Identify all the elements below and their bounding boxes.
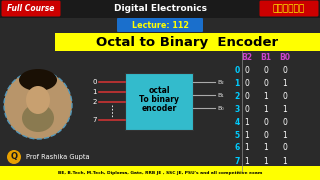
Text: 7: 7 [92, 117, 97, 123]
Text: Lecture: 112: Lecture: 112 [132, 21, 188, 30]
Text: 0: 0 [234, 66, 240, 75]
Text: 0: 0 [283, 91, 287, 100]
Text: B₀: B₀ [217, 105, 224, 111]
Text: Q: Q [11, 152, 18, 161]
Text: 1: 1 [264, 105, 268, 114]
Ellipse shape [19, 69, 57, 91]
FancyBboxPatch shape [2, 1, 60, 17]
Text: 1: 1 [92, 89, 97, 95]
FancyBboxPatch shape [260, 1, 318, 17]
Ellipse shape [22, 104, 54, 132]
Text: 1: 1 [283, 105, 287, 114]
Text: 1: 1 [283, 78, 287, 87]
Text: 2: 2 [92, 99, 97, 105]
Text: 0: 0 [92, 79, 97, 85]
Text: Octal to Binary  Encoder: Octal to Binary Encoder [96, 36, 278, 49]
Text: 1: 1 [283, 130, 287, 140]
Text: 0: 0 [283, 118, 287, 127]
FancyBboxPatch shape [0, 166, 320, 180]
Text: 0: 0 [264, 66, 268, 75]
Text: BE, B.Tech, M.Tech, Diploma, Gate, RRB JE , SSC JE, PSU's and all competitive ex: BE, B.Tech, M.Tech, Diploma, Gate, RRB J… [58, 171, 262, 175]
Circle shape [4, 71, 72, 139]
Text: 1: 1 [244, 143, 249, 152]
Text: 1: 1 [264, 91, 268, 100]
Text: 0: 0 [283, 143, 287, 152]
Text: Prof Rashika Gupta: Prof Rashika Gupta [26, 154, 90, 160]
Text: 0: 0 [264, 118, 268, 127]
Text: Digital Electronics: Digital Electronics [114, 3, 206, 12]
Text: 7: 7 [234, 156, 240, 165]
FancyBboxPatch shape [55, 33, 320, 51]
Text: 1: 1 [234, 78, 240, 87]
FancyBboxPatch shape [117, 18, 203, 32]
Circle shape [7, 150, 21, 164]
FancyBboxPatch shape [0, 0, 320, 18]
Text: 1: 1 [244, 156, 249, 165]
Text: 3: 3 [234, 105, 240, 114]
Ellipse shape [26, 86, 50, 114]
Text: 1: 1 [244, 130, 249, 140]
FancyBboxPatch shape [125, 73, 193, 130]
Text: B0: B0 [279, 53, 291, 62]
Text: हिन्दी: हिन्दी [273, 4, 305, 13]
Text: 0: 0 [264, 130, 268, 140]
Text: B₁: B₁ [217, 93, 224, 98]
Text: 1: 1 [244, 118, 249, 127]
Text: Full Course: Full Course [7, 4, 55, 13]
Text: 0: 0 [264, 78, 268, 87]
Text: 1: 1 [283, 156, 287, 165]
Text: encoder: encoder [141, 103, 177, 112]
Text: 4: 4 [234, 118, 240, 127]
Text: 2: 2 [234, 91, 240, 100]
Text: B₂: B₂ [217, 80, 224, 84]
Text: 1: 1 [264, 156, 268, 165]
Text: 0: 0 [283, 66, 287, 75]
Text: 0: 0 [244, 66, 249, 75]
Text: 6: 6 [234, 143, 240, 152]
Text: B2: B2 [242, 53, 252, 62]
Text: 5: 5 [235, 130, 240, 140]
Text: B1: B1 [260, 53, 271, 62]
Text: 0: 0 [244, 91, 249, 100]
Text: 1: 1 [264, 143, 268, 152]
Text: octal: octal [148, 86, 170, 94]
Text: 0: 0 [244, 105, 249, 114]
Text: To binary: To binary [139, 94, 179, 103]
Text: 0: 0 [244, 78, 249, 87]
